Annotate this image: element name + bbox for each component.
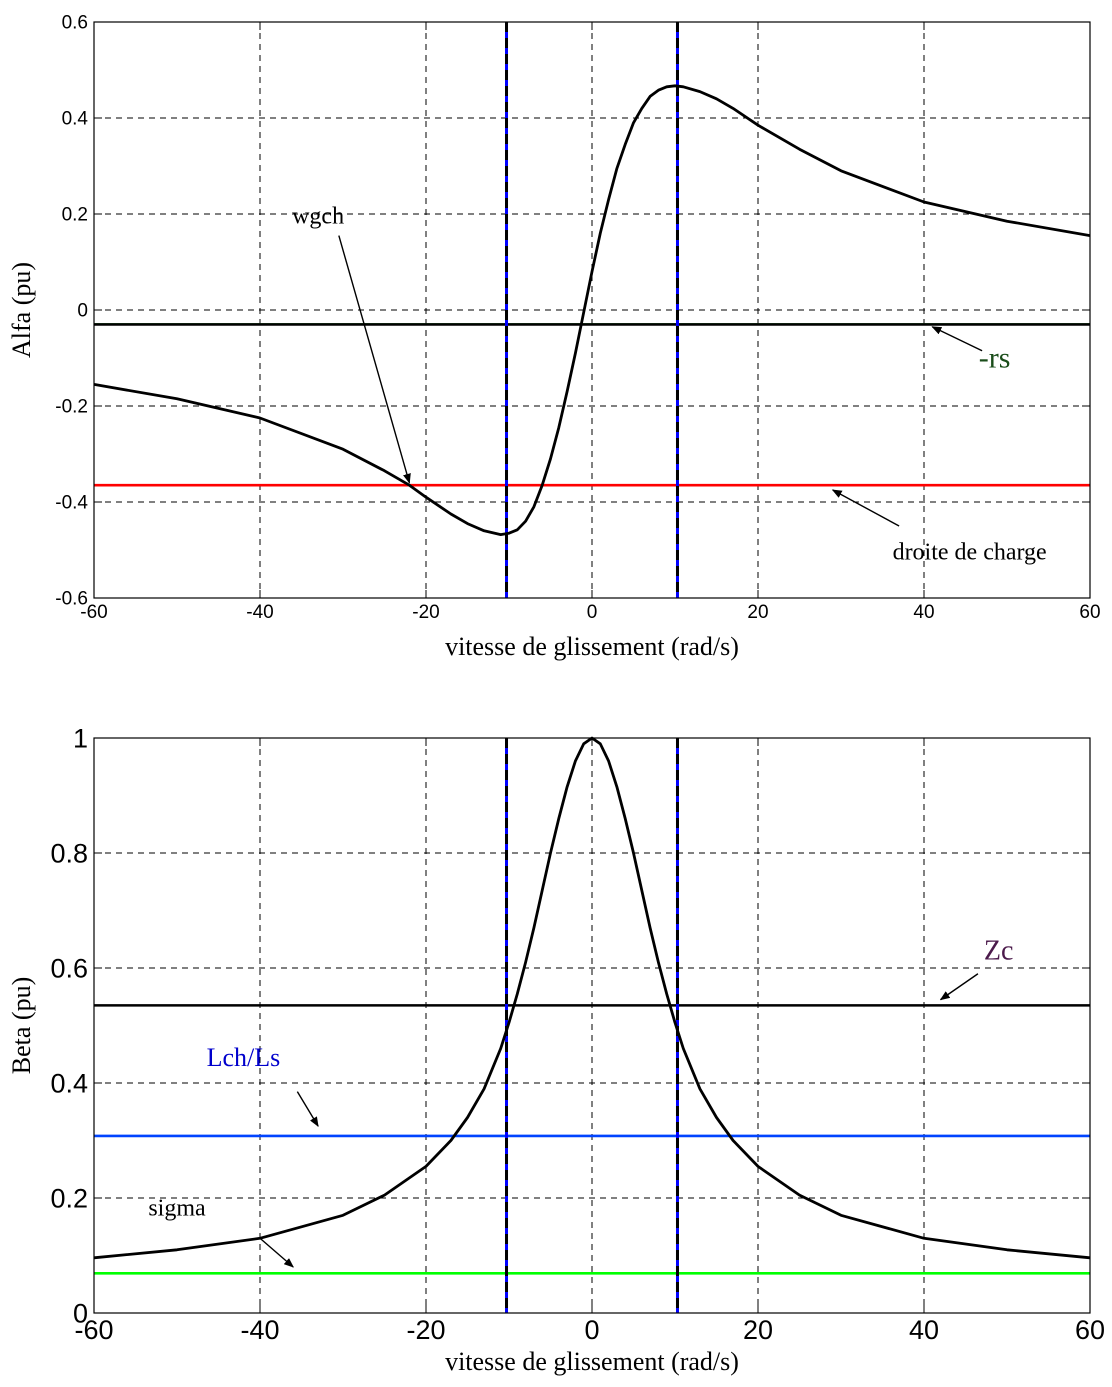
x-tick-label: -60 — [80, 602, 107, 623]
annotation-arrow — [296, 1091, 319, 1127]
annotation-arrow — [259, 1237, 294, 1268]
y-tick-label: 0.2 — [62, 205, 88, 226]
beta-panel: -60 -40 -20 0 20 40 60 0 0.2 0.4 0.6 0.8 1 vitesse de… — [7, 723, 1105, 1376]
annotation-label: -rs — [979, 342, 1011, 375]
x-tick-label: -20 — [406, 1315, 445, 1345]
y-tick-label: -0.2 — [55, 397, 88, 418]
x-tick-label: 20 — [747, 602, 768, 623]
x-tick-label: 0 — [584, 1315, 599, 1345]
y-tick-label: 1 — [73, 723, 88, 753]
x-tick-label: 0 — [587, 602, 598, 623]
x-tick-label: 60 — [1079, 602, 1100, 623]
annotation-arrow — [931, 326, 983, 352]
x-axis-title: vitesse de glissement (rad/s) — [445, 1347, 739, 1376]
x-tick-label: -40 — [240, 1315, 279, 1345]
x-tick-label: 40 — [909, 1315, 939, 1345]
annotation-label: Zc — [984, 935, 1014, 966]
y-tick-label: 0.6 — [50, 953, 88, 983]
x-tick-label: -40 — [246, 602, 273, 623]
y-tick-label: 0.4 — [50, 1068, 88, 1098]
x-tick-label: 60 — [1075, 1315, 1105, 1345]
x-tick-label: -60 — [74, 1315, 113, 1345]
annotation-arrow — [831, 489, 900, 527]
annotation-label: Lch/Ls — [207, 1043, 281, 1072]
x-tick-label: 40 — [913, 602, 934, 623]
annotation-label: droite de charge — [893, 540, 1047, 566]
x-axis-title: vitesse de glissement (rad/s) — [445, 632, 739, 661]
y-tick-label: 0 — [77, 301, 88, 322]
y-axis-title: Beta (pu) — [7, 977, 36, 1074]
y-axis-title: Alfa (pu) — [7, 262, 36, 358]
x-tick-label: -20 — [412, 602, 439, 623]
annotation-label: wgch — [292, 204, 344, 230]
y-tick-label: -0.6 — [55, 589, 88, 610]
annotation-arrow — [338, 235, 411, 484]
annotation-arrow — [939, 973, 979, 1001]
y-tick-label: 0.8 — [50, 838, 88, 868]
annotation-label: sigma — [148, 1195, 206, 1221]
y-tick-label: 0.2 — [50, 1183, 88, 1213]
y-tick-label: 0.6 — [62, 13, 88, 34]
y-tick-label: 0 — [73, 1298, 88, 1328]
y-tick-label: 0.4 — [62, 109, 89, 130]
curve-series — [93, 84, 1091, 536]
alfa-panel: -60 -40 -20 0 20 40 60 -0.6 -0.4 -0.2 0 0.2 0.4 0.6 vi… — [7, 13, 1101, 661]
y-tick-label: -0.4 — [55, 493, 88, 514]
x-tick-label: 20 — [743, 1315, 773, 1345]
